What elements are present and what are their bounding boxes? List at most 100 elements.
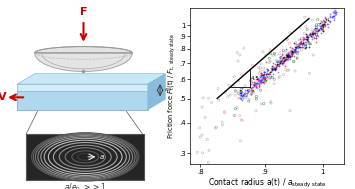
Text: 4.5: 4.5	[251, 76, 260, 81]
Point	[300, 36, 306, 39]
Point	[257, 81, 262, 84]
Point	[284, 38, 290, 41]
Point	[303, 25, 308, 28]
Point	[318, 31, 324, 34]
Point	[297, 26, 303, 29]
Point	[315, 35, 321, 38]
Point	[260, 74, 266, 77]
Point	[283, 55, 289, 58]
Point	[267, 77, 273, 80]
Point	[261, 72, 267, 75]
Point	[286, 54, 292, 57]
Point	[223, 91, 229, 94]
Point	[297, 42, 302, 45]
Point	[320, 30, 326, 33]
Point	[279, 54, 285, 57]
Point	[283, 68, 289, 71]
Point	[322, 15, 328, 18]
Point	[244, 88, 250, 91]
Point	[272, 52, 277, 55]
Point	[282, 58, 288, 61]
Point	[289, 53, 295, 56]
Point	[297, 43, 303, 46]
Point	[299, 41, 305, 44]
Point	[262, 76, 268, 79]
Point	[301, 36, 306, 39]
Point	[287, 46, 293, 49]
Point	[197, 136, 203, 139]
Point	[258, 77, 264, 81]
Point	[268, 67, 274, 70]
Point	[253, 76, 258, 79]
Point	[295, 43, 301, 46]
Point	[290, 53, 295, 56]
Point	[206, 161, 211, 164]
Point	[275, 63, 280, 66]
Point	[219, 121, 225, 124]
Point	[251, 81, 257, 84]
Point	[258, 62, 264, 65]
Point	[316, 29, 322, 32]
Point	[301, 32, 307, 35]
Point	[320, 22, 326, 26]
Point	[310, 53, 316, 57]
Point	[299, 46, 304, 49]
Point	[256, 79, 261, 82]
Point	[261, 71, 267, 74]
Point	[272, 66, 278, 69]
Point	[293, 51, 298, 54]
Point	[305, 35, 311, 38]
Point	[264, 71, 270, 74]
Point	[313, 29, 319, 33]
Point	[298, 40, 304, 43]
Point	[321, 23, 326, 26]
Point	[260, 76, 266, 79]
Point	[232, 114, 238, 117]
Point	[320, 26, 326, 29]
Point	[293, 44, 299, 47]
Point	[240, 94, 246, 97]
Point	[277, 52, 283, 55]
Point	[312, 36, 317, 40]
Point	[320, 27, 326, 30]
Point	[243, 94, 249, 98]
Point	[297, 42, 303, 45]
Point	[256, 78, 261, 81]
Point	[325, 19, 331, 22]
Point	[280, 61, 285, 64]
Point	[312, 31, 318, 34]
Point	[209, 101, 214, 104]
Point	[261, 67, 266, 70]
Point	[257, 75, 262, 78]
Point	[253, 85, 259, 88]
Point	[331, 14, 337, 17]
Point	[272, 67, 277, 70]
Point	[313, 40, 319, 43]
Point	[248, 87, 254, 90]
Point	[268, 69, 274, 72]
Point	[284, 58, 290, 61]
Text: 1: 1	[238, 90, 242, 95]
Point	[248, 79, 253, 82]
Point	[304, 36, 309, 39]
Point	[304, 28, 310, 31]
Point	[206, 97, 212, 100]
Point	[293, 41, 299, 44]
Point	[243, 96, 249, 99]
Point	[300, 42, 306, 45]
Point	[253, 80, 259, 83]
Point	[294, 46, 300, 49]
Point	[292, 48, 298, 51]
Point	[258, 74, 264, 77]
Point	[286, 55, 292, 58]
Point	[310, 31, 316, 34]
Point	[264, 70, 270, 73]
Point	[306, 41, 311, 44]
Point	[310, 33, 315, 36]
Point	[312, 26, 318, 29]
Point	[317, 25, 323, 28]
Point	[327, 20, 333, 23]
Point	[263, 72, 269, 75]
Point	[314, 24, 320, 27]
Point	[256, 85, 262, 88]
